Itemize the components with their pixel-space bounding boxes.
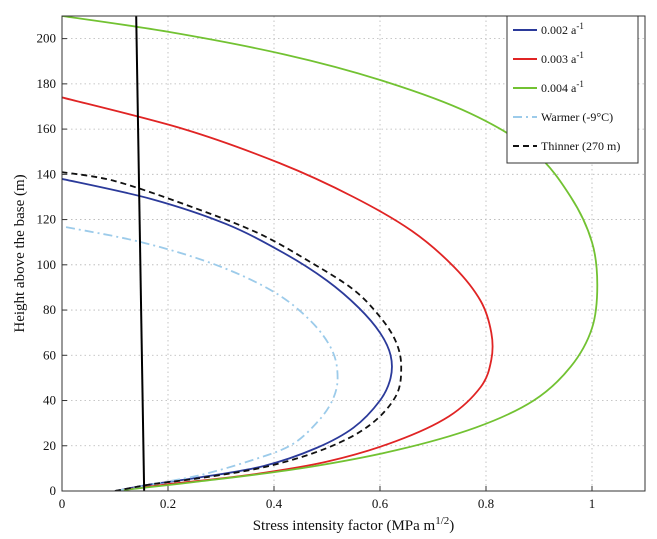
x-tick-label: 0.4 (266, 496, 283, 511)
legend-entry-5: Thinner (270 m) (541, 139, 620, 153)
y-tick-label: 180 (37, 76, 57, 91)
x-axis-label: Stress intensity factor (MPa m1/2) (253, 515, 455, 534)
y-tick-label: 160 (37, 121, 57, 136)
y-tick-label: 40 (43, 393, 56, 408)
legend: 0.002 a-1 0.003 a-1 0.004 a-1 Warmer (-9°C)… (506, 15, 639, 164)
series-line-1 (62, 178, 393, 491)
y-tick-label: 120 (37, 212, 57, 227)
legend-entry-4: Warmer (-9°C) (541, 110, 613, 124)
series-line-2 (62, 96, 494, 491)
series-line-5 (62, 171, 403, 491)
legend-entry-2: 0.003 a-1 (541, 50, 584, 66)
y-tick-label: 20 (43, 438, 56, 453)
series-line-4 (62, 225, 339, 491)
x-tick-label: 0.2 (160, 496, 176, 511)
x-tick-label: 0 (59, 496, 66, 511)
legend-box (506, 15, 639, 164)
reference-line (135, 15, 146, 492)
y-tick-label: 0 (50, 483, 57, 498)
legend-entry-1: 0.002 a-1 (541, 21, 584, 37)
y-tick-label: 80 (43, 302, 56, 317)
tick-labels: 0 0.2 0.4 0.6 0.8 1 0 20 40 60 80 100 120 140 160 180 20… (37, 31, 596, 511)
y-tick-label: 100 (37, 257, 57, 272)
x-tick-label: 0.8 (478, 496, 494, 511)
y-tick-label: 60 (43, 347, 56, 362)
y-tick-label: 200 (37, 31, 57, 46)
legend-entry-3: 0.004 a-1 (541, 79, 584, 95)
series-layer (62, 15, 599, 492)
y-tick-label: 140 (37, 166, 57, 181)
plot-frame (61, 15, 646, 492)
x-tick-label: 0.6 (372, 496, 389, 511)
y-axis-label: Height above the base (m) (12, 174, 28, 332)
x-tick-label: 1 (589, 496, 596, 511)
series-line-3 (62, 16, 599, 491)
